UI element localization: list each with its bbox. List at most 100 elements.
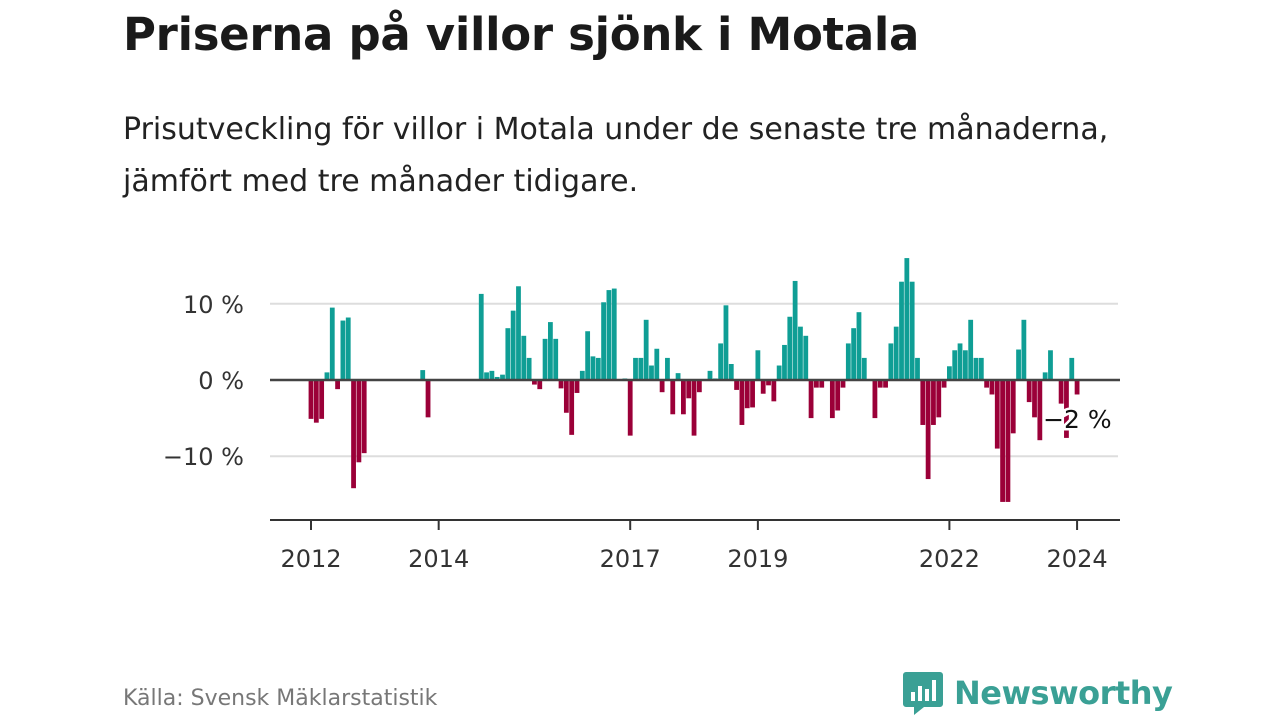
y-axis-labels: 10 % 0 % −10 % <box>163 291 244 471</box>
bar <box>425 380 431 418</box>
bar <box>1021 319 1027 380</box>
bar <box>893 326 899 380</box>
bar <box>856 312 862 380</box>
bar <box>345 317 351 380</box>
bar <box>1026 380 1032 403</box>
bar <box>521 335 527 380</box>
bar <box>968 319 974 380</box>
bar <box>851 328 857 380</box>
bar <box>840 380 846 388</box>
bar <box>643 319 649 380</box>
bar <box>548 322 553 380</box>
chart-subtitle: Prisutveckling för villor i Motala under… <box>123 112 1109 199</box>
bar <box>675 373 681 380</box>
annotation: −2 % <box>1041 403 1115 437</box>
bar <box>787 316 793 380</box>
bar <box>1058 380 1064 404</box>
bar <box>957 343 963 380</box>
bar <box>798 326 803 380</box>
bar <box>936 380 942 418</box>
source-note: Källa: Svensk Mäklarstatistik <box>123 686 438 711</box>
bar <box>1016 349 1021 380</box>
bars <box>308 258 1080 502</box>
bar <box>1000 380 1005 502</box>
bar <box>420 370 426 380</box>
x-tick-label: 2014 <box>408 545 469 573</box>
bar <box>649 365 654 380</box>
bar <box>750 380 755 408</box>
bar <box>1069 357 1075 380</box>
x-tick-label: 2022 <box>919 545 980 573</box>
bar <box>952 350 958 380</box>
bar <box>324 372 330 380</box>
bar <box>665 357 670 380</box>
bar <box>883 380 888 388</box>
bar <box>739 380 745 425</box>
brand-name: Newsworthy <box>954 674 1173 712</box>
bar <box>558 380 564 389</box>
bar <box>1010 380 1016 434</box>
bar <box>484 372 489 380</box>
bar <box>819 380 825 388</box>
y-tick-label: −10 % <box>163 443 244 471</box>
x-axis-ticks: 2012 2014 2017 2019 2022 2024 <box>280 520 1108 573</box>
bar <box>1032 380 1037 418</box>
bar <box>835 380 841 411</box>
bar <box>755 350 761 380</box>
bar <box>537 380 543 390</box>
bar <box>340 320 346 380</box>
x-tick-label: 2019 <box>727 545 788 573</box>
bar <box>361 380 367 454</box>
bar <box>505 328 511 380</box>
bar <box>978 357 984 380</box>
bar <box>563 380 569 413</box>
x-tick-label: 2017 <box>600 545 661 573</box>
bar <box>707 370 713 380</box>
bar <box>654 348 660 380</box>
bar <box>877 380 883 388</box>
newsworthy-logo[interactable]: Newsworthy <box>902 670 1173 716</box>
y-tick-label: 0 % <box>198 367 244 395</box>
x-tick-label: 2024 <box>1047 545 1108 573</box>
bar <box>500 374 505 380</box>
bar <box>579 370 585 380</box>
bar <box>351 380 356 489</box>
bar <box>931 380 936 425</box>
bar <box>1042 372 1048 380</box>
bar <box>728 363 734 380</box>
bar <box>691 380 697 436</box>
bar <box>553 338 559 380</box>
bar <box>633 357 638 380</box>
last-value-label: −2 % <box>1043 405 1112 434</box>
bar <box>808 380 814 419</box>
x-tick-label: 2012 <box>280 545 341 573</box>
bar <box>814 380 819 388</box>
bar <box>638 357 644 380</box>
bar <box>494 376 500 380</box>
bar <box>681 380 686 415</box>
bar <box>899 281 904 380</box>
bar <box>904 258 910 380</box>
bar <box>670 380 676 415</box>
bar <box>718 343 724 380</box>
bar <box>510 310 516 380</box>
bar <box>771 380 777 402</box>
bar <box>356 380 362 463</box>
bar <box>329 307 335 380</box>
bar <box>1005 380 1011 502</box>
bar <box>947 366 952 380</box>
bar <box>962 350 968 380</box>
bar <box>803 335 809 380</box>
bar <box>313 380 319 423</box>
bar <box>1037 380 1043 441</box>
bar <box>915 357 920 380</box>
bar <box>1048 350 1053 380</box>
bar <box>909 281 915 380</box>
bar <box>925 380 931 480</box>
bar <box>782 344 787 380</box>
bar <box>627 380 633 436</box>
bar <box>984 380 990 388</box>
bar <box>601 302 606 380</box>
bar <box>595 357 601 380</box>
